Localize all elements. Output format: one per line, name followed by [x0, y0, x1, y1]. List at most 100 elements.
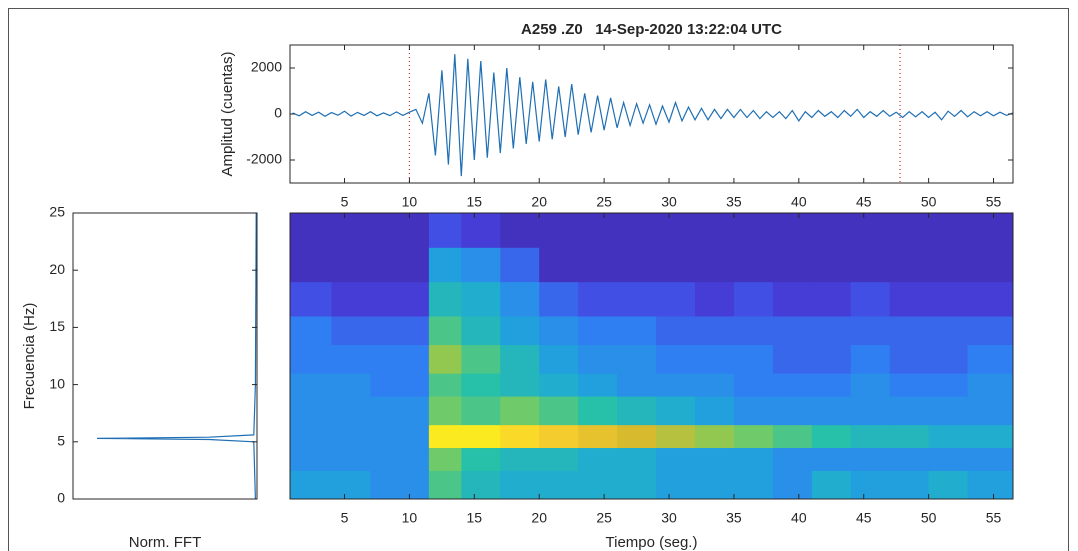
heatmap-cell	[409, 247, 430, 283]
heatmap-cell	[539, 396, 579, 426]
heatmap-cell	[461, 315, 501, 346]
heatmap-cell	[928, 373, 969, 397]
heatmap-cell	[617, 281, 657, 317]
heatmap-cell	[889, 247, 930, 283]
heatmap-cell	[290, 213, 333, 248]
heatmap-cell	[539, 373, 579, 397]
heatmap-cell	[461, 447, 501, 471]
x-tick-label: 40	[791, 510, 807, 526]
heatmap-cell	[539, 447, 579, 471]
heatmap-cell	[656, 281, 696, 317]
heatmap-cell	[850, 373, 891, 397]
heatmap-cell	[539, 213, 579, 248]
y-tick-label: -2000	[246, 151, 282, 167]
heatmap-cell	[656, 396, 696, 426]
heatmap-cell	[694, 281, 735, 317]
heatmap-cell	[370, 281, 410, 317]
x-tick-label: 25	[596, 194, 612, 210]
heatmap-cell	[928, 470, 969, 499]
heatmap-cell	[331, 281, 371, 317]
axes-box	[289, 212, 1014, 500]
heatmap-cell	[694, 213, 735, 248]
heatmap-cell	[928, 281, 969, 317]
heatmap-cell	[290, 470, 333, 499]
heatmap-cell	[656, 315, 696, 346]
heatmap-cell	[461, 396, 501, 426]
heatmap-cell	[889, 344, 930, 374]
heatmap-cell	[409, 213, 430, 248]
heatmap-cell	[500, 396, 540, 426]
heatmap-cell	[370, 247, 410, 283]
heatmap-cell	[409, 344, 430, 374]
x-tick-label: 45	[856, 510, 872, 526]
heatmap-cell	[539, 424, 579, 449]
heatmap-cell	[850, 281, 891, 317]
heatmap-cell	[850, 213, 891, 248]
heatmap-cell	[850, 344, 891, 374]
heatmap-cell	[461, 247, 501, 283]
heatmap-cell	[539, 470, 579, 499]
y-axis-label: Amplitud (cuentas)	[219, 51, 236, 176]
heatmap-cell	[772, 424, 813, 449]
y-tick-label: 5	[57, 433, 65, 449]
heatmap-cell	[370, 213, 410, 248]
heatmap-cell	[331, 424, 371, 449]
heatmap-cell	[500, 424, 540, 449]
heatmap-cell	[331, 373, 371, 397]
x-tick-label: 20	[531, 194, 547, 210]
heatmap-cell	[772, 281, 813, 317]
x-tick-label: 5	[341, 194, 349, 210]
x-tick-label: 15	[467, 510, 483, 526]
heatmap-cell	[290, 344, 333, 374]
y-tick-label: 2000	[251, 59, 282, 75]
heatmap-cell	[967, 424, 1013, 449]
heatmap-cell	[461, 373, 501, 397]
heatmap-cell	[578, 315, 618, 346]
heatmap-cell	[733, 213, 774, 248]
heatmap-cell	[617, 344, 657, 374]
x-tick-label: 30	[661, 510, 677, 526]
heatmap-cell	[428, 247, 462, 283]
heatmap-cell	[694, 447, 735, 471]
heatmap-cell	[967, 470, 1013, 499]
heatmap-cell	[850, 396, 891, 426]
heatmap-cell	[617, 373, 657, 397]
y-tick-label: 25	[49, 204, 65, 220]
heatmap-cell	[578, 424, 618, 449]
heatmap-cell	[461, 213, 501, 248]
heatmap-cell	[370, 396, 410, 426]
heatmap-cell	[461, 470, 501, 499]
heatmap-cell	[617, 396, 657, 426]
heatmap-cell	[694, 315, 735, 346]
heatmap-cell	[461, 344, 501, 374]
heatmap-cell	[889, 373, 930, 397]
heatmap-cell	[578, 373, 618, 397]
heatmap-cell	[409, 424, 430, 449]
heatmap-cell	[889, 396, 930, 426]
plot-area	[292, 45, 1013, 183]
heatmap-cell	[500, 470, 540, 499]
heatmap-cell	[928, 396, 969, 426]
heatmap-cell	[428, 447, 462, 471]
heatmap-cell	[331, 247, 371, 283]
heatmap-cell	[811, 281, 852, 317]
line-series	[96, 213, 257, 499]
heatmap-cell	[428, 424, 462, 449]
heatmap-cell	[772, 213, 813, 248]
heatmap-cell	[850, 447, 891, 471]
heatmap-cell	[733, 344, 774, 374]
heatmap-cell	[733, 447, 774, 471]
heatmap-cell	[967, 213, 1013, 248]
heatmap-cell	[733, 470, 774, 499]
x-tick-label: 35	[726, 510, 742, 526]
x-tick-label: 10	[402, 194, 418, 210]
y-axis-label: Frecuencia (Hz)	[21, 303, 38, 410]
heatmap-cell	[811, 344, 852, 374]
heatmap-cell	[617, 213, 657, 248]
y-tick-label: 20	[49, 261, 65, 277]
heatmap-cell	[428, 315, 462, 346]
x-tick-label: 55	[986, 510, 1002, 526]
heatmap-cell	[889, 447, 930, 471]
heatmap-cell	[578, 247, 618, 283]
